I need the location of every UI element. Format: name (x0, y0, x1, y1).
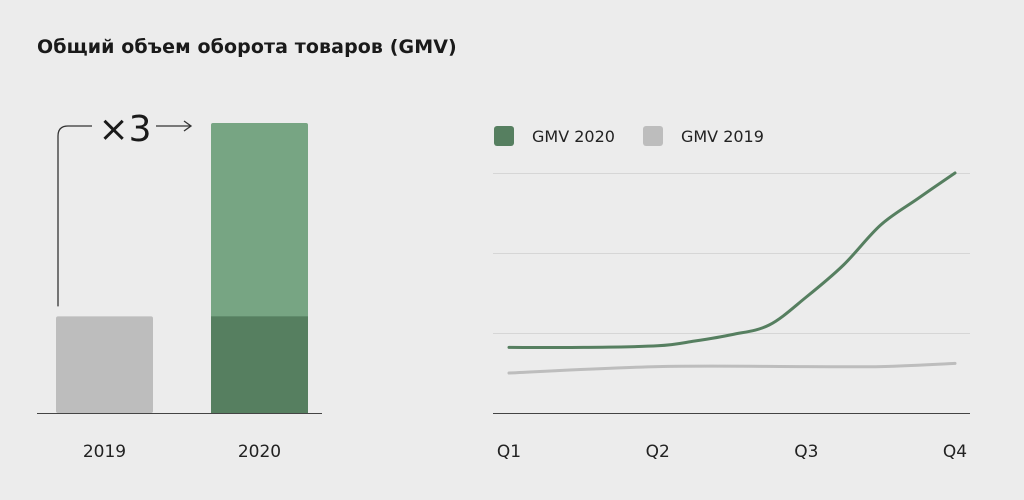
bar-2020-growth (211, 123, 308, 319)
growth-bracket (57, 125, 92, 307)
x-tick-label: Q2 (646, 442, 670, 462)
legend-swatch-2019 (642, 126, 663, 146)
bar-chart: 2019 2020 ×3 (37, 109, 322, 462)
legend-label-2019: GMV 2019 (680, 126, 764, 146)
bar-2019 (56, 316, 153, 413)
x-tick-label: Q3 (794, 442, 818, 462)
bar-category-label: 2019 (83, 442, 126, 462)
legend-label-2020: GMV 2020 (532, 126, 615, 146)
x-tick-label: Q1 (497, 442, 521, 462)
growth-multiplier-label: ×3 (98, 109, 151, 150)
bar-category-label: 2020 (238, 442, 281, 462)
series-line-gmv-2019 (507, 361, 957, 375)
growth-arrow-head (183, 120, 193, 132)
bar-2020-base (211, 316, 308, 413)
line-chart: Q1 Q2 Q3 Q4 (493, 171, 970, 462)
legend-item-2020: GMV 2020 (494, 126, 615, 146)
series-line-gmv-2020 (507, 171, 957, 350)
x-tick-label: Q4 (943, 442, 967, 462)
legend: GMV 2020 GMV 2019 (494, 126, 792, 146)
chart-title: Общий объем оборота товаров (GMV) (37, 36, 457, 58)
legend-swatch-2020 (494, 126, 514, 146)
legend-item-2019: GMV 2019 (642, 126, 764, 146)
